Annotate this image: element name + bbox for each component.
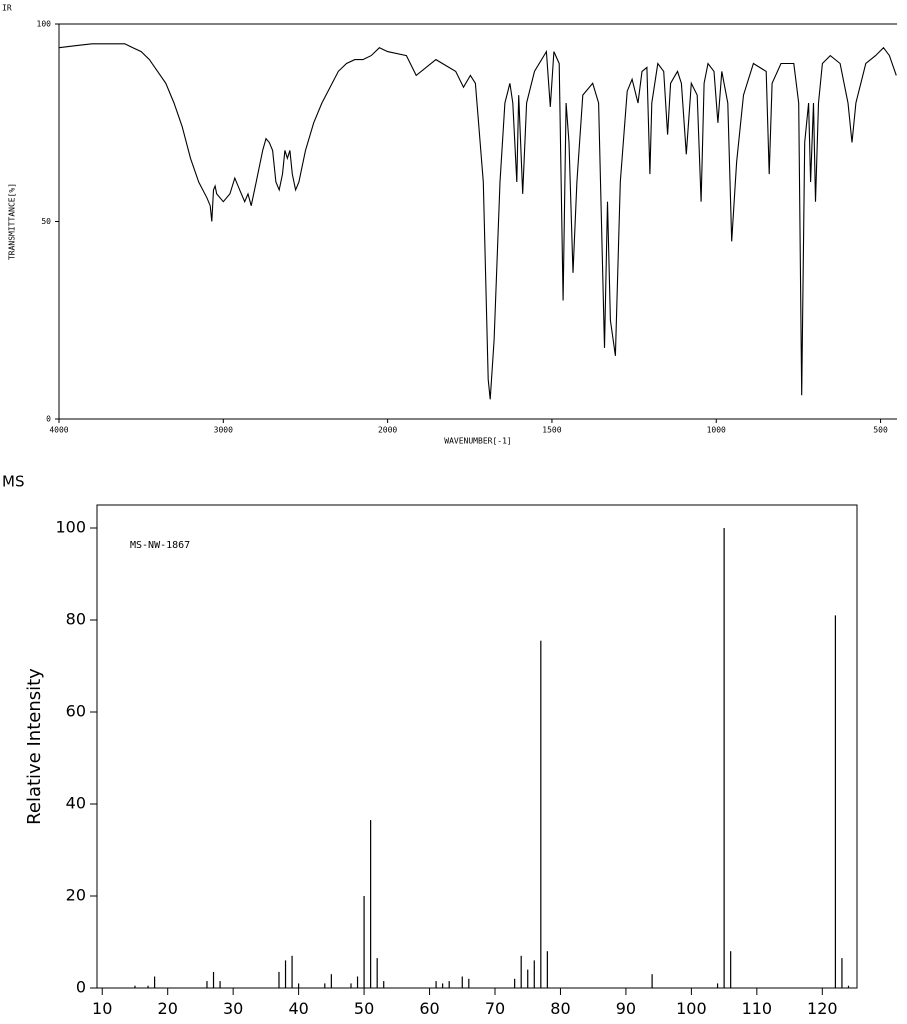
peak [350,983,352,988]
peak [363,896,365,988]
peak [154,976,156,988]
annotation: MS-NW-1867 [130,540,190,551]
peak [356,976,359,988]
x-tick-label: 1000 [707,426,726,435]
peak [461,976,463,988]
x-tick-label: 20 [158,999,178,1018]
y-tick-label: 0 [76,978,86,997]
peak [448,981,450,988]
peak [435,981,437,988]
x-tick-label: 90 [616,999,636,1018]
peak [514,978,516,988]
chart: MS 0 20 40 60 80 100 10 20 30 40 50 60 70 80 90 100 110 12… [2,473,858,1018]
peak [298,983,300,988]
y-axis-label: TRANSMITTANCE[%] [8,183,17,260]
peak [468,978,470,988]
x-tick-label: 4000 [49,426,68,435]
peak [134,985,136,988]
peak [291,955,293,988]
y-tick-label: 80 [66,610,86,629]
peak [847,985,850,988]
y-tick-label: 20 [66,886,86,905]
y-tick-label: 60 [66,702,86,721]
peak [540,640,542,988]
plot-frame [96,504,858,989]
peak [383,981,385,988]
x-tick-label: 50 [354,999,374,1018]
y-tick-label: 40 [66,794,86,813]
y-tick-label: 100 [37,20,52,29]
x-tick-label: 70 [485,999,505,1018]
x-tick-label: 500 [873,426,888,435]
peak [527,969,529,988]
x-tick-label: 2000 [378,426,397,435]
peak [212,971,215,988]
peak [370,820,372,988]
peak [147,985,149,988]
peak [376,958,378,988]
peak [533,960,535,988]
y-axis-label: Relative Intensity [24,668,45,825]
x-tick-label: 100 [676,999,707,1018]
y-tick-label: 50 [41,217,51,226]
chart-title: MS [2,473,24,491]
peak [206,981,208,988]
y-tick-label: 0 [46,415,51,424]
peak [841,958,843,988]
x-tick-label: 40 [288,999,308,1018]
x-tick-label: 3000 [214,426,233,435]
peak [330,974,332,988]
x-tick-label: 110 [742,999,773,1018]
peak [716,983,719,988]
peak [520,955,522,988]
x-tick-label: 30 [223,999,243,1018]
x-axis-label: WAVENUMBER[-1] [444,437,511,446]
x-tick-label: 120 [807,999,838,1018]
peak [278,971,280,988]
x-tick-label: 10 [92,999,112,1018]
peak [723,528,725,988]
x-tick-label: 60 [419,999,439,1018]
peak [730,951,732,988]
peak [442,983,444,988]
chart-title: IR [2,4,12,13]
peak [284,960,287,988]
chart: IR 0 50 100 4000 3000 2000 1500 1000 500 WAVENUMBE… [2,4,897,446]
spectrum-line [58,43,897,400]
x-tick-label: 80 [550,999,570,1018]
peak [834,615,836,988]
peak [219,981,221,988]
peak [651,974,653,988]
peak [546,951,548,988]
x-tick-label: 1500 [542,426,561,435]
y-tick-label: 100 [55,518,86,537]
peak [324,983,326,988]
